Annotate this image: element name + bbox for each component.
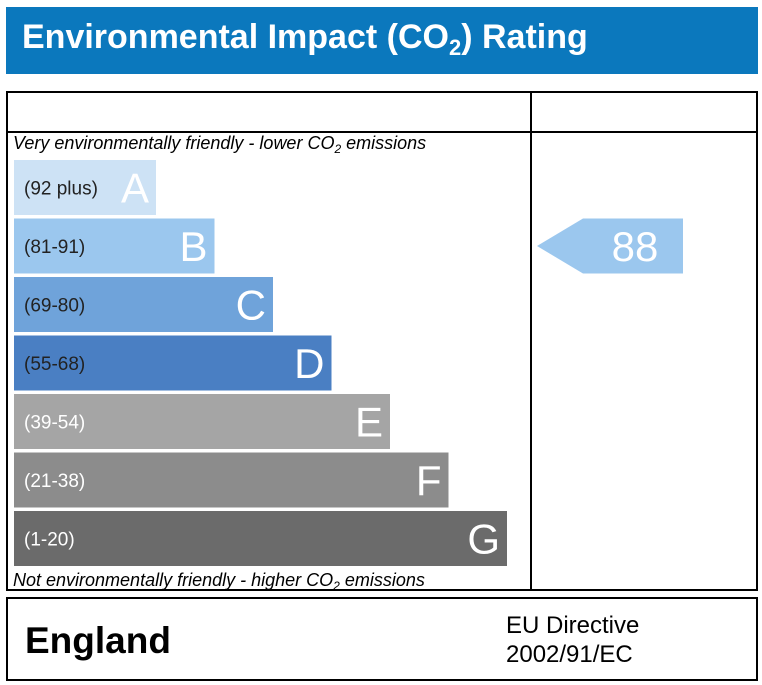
rating-band-g: (1-20) G — [14, 511, 507, 566]
column-divider — [530, 91, 532, 591]
rating-table-frame — [6, 91, 758, 591]
band-range-g: (1-20) — [24, 530, 75, 551]
current-rating-pointer: 88 — [537, 218, 683, 274]
band-bar-c — [14, 277, 273, 332]
rating-header: Environmental Impact (CO2) Rating — [6, 7, 758, 74]
footer: England EU Directive 2002/91/EC — [6, 597, 758, 681]
band-letter-g: G — [467, 516, 500, 563]
band-letter-d: D — [294, 340, 324, 387]
directive-line-1: EU Directive — [506, 612, 640, 639]
band-bar-e — [14, 394, 390, 449]
header-title: Environmental Impact (CO2) Rating — [22, 18, 588, 60]
pointer-arrow — [537, 218, 683, 274]
country-label: England — [25, 620, 171, 661]
band-range-a: (92 plus) — [24, 179, 98, 200]
band-bar-a — [14, 160, 156, 215]
band-range-e: (39-54) — [24, 413, 85, 434]
rating-band-b: (81-91) B — [14, 218, 215, 274]
bottom-note: Not environmentally friendly - higher CO… — [13, 570, 425, 593]
rating-band-e: (39-54) E — [14, 394, 390, 449]
rating-band-f: (21-38) F — [14, 452, 449, 508]
band-letter-e: E — [355, 399, 383, 446]
band-bar-f — [14, 452, 449, 508]
band-letter-a: A — [121, 165, 149, 212]
band-letter-c: C — [236, 282, 266, 329]
band-bar-b — [14, 218, 215, 274]
rating-band-d: (55-68) D — [14, 335, 332, 391]
band-range-c: (69-80) — [24, 296, 85, 317]
band-letter-b: B — [179, 223, 207, 270]
band-bar-g — [14, 511, 507, 566]
directive-line-2: 2002/91/EC — [506, 641, 633, 668]
rating-band-a: (92 plus) A — [14, 160, 156, 215]
band-range-d: (55-68) — [24, 354, 85, 375]
rating-band-c: (69-80) C — [14, 277, 273, 332]
band-range-f: (21-38) — [24, 471, 85, 492]
current-rating-value: 88 — [612, 223, 659, 270]
band-range-b: (81-91) — [24, 237, 85, 258]
band-bar-d — [14, 335, 332, 391]
top-note: Very environmentally friendly - lower CO… — [13, 133, 427, 156]
band-letter-f: F — [416, 457, 442, 504]
header-row-divider — [6, 131, 758, 133]
directive-label: EU Directive 2002/91/EC — [506, 611, 746, 669]
